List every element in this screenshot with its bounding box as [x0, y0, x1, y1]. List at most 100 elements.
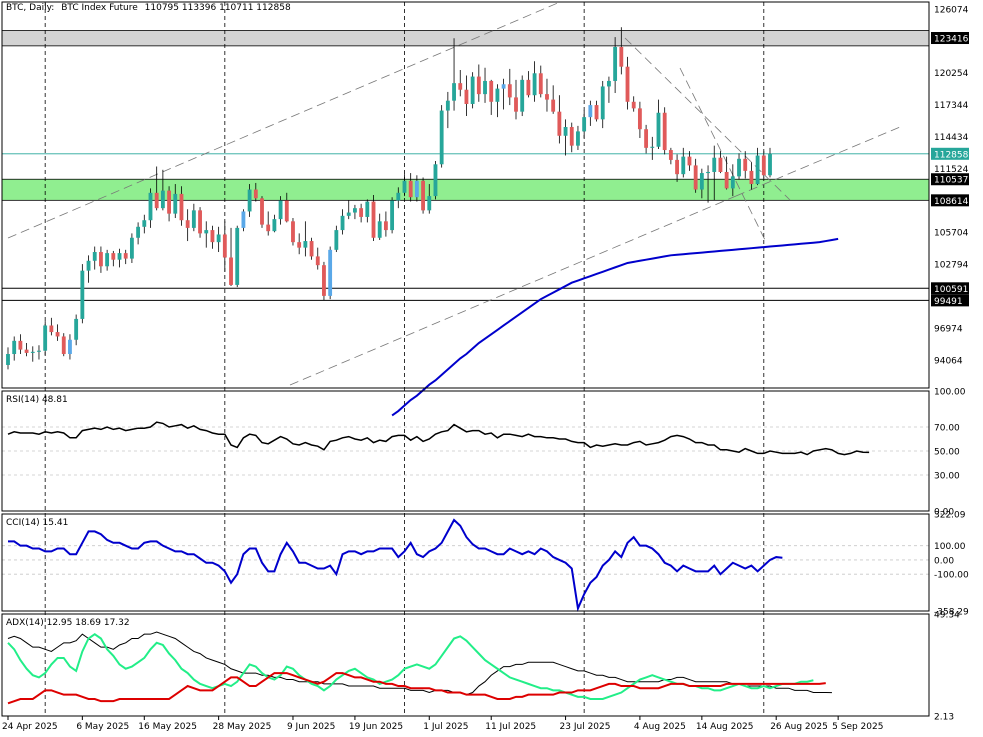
candle	[737, 153, 741, 180]
candle	[730, 164, 735, 197]
candle-body	[253, 189, 258, 199]
candle	[365, 199, 370, 223]
candle	[588, 100, 593, 126]
x-tick-label: 14 Aug 2025	[696, 722, 754, 732]
candle-body	[458, 83, 463, 90]
x-tick-label: 26 Aug 2025	[770, 722, 828, 732]
candle	[563, 119, 568, 156]
candle	[551, 85, 556, 114]
gray-zone	[1, 30, 930, 47]
candle	[402, 174, 407, 197]
candle-body	[241, 211, 246, 228]
price-tick-label: 94064	[934, 356, 963, 366]
candle	[545, 78, 549, 112]
candle	[291, 218, 295, 246]
candle	[557, 95, 562, 144]
candle	[86, 255, 91, 283]
candle	[74, 314, 79, 346]
candle-body	[365, 201, 370, 217]
price-tick-label: 100591	[934, 285, 968, 295]
candle	[489, 79, 494, 115]
candle	[483, 67, 487, 103]
candle	[260, 196, 264, 228]
ma-line	[391, 237, 839, 417]
candle	[216, 226, 221, 253]
price-tick-label: 123416	[934, 35, 969, 45]
instrument-label: BTC Index Future	[61, 3, 138, 13]
candle-body	[668, 150, 673, 160]
rsi-tick-label: 100.00	[934, 388, 966, 398]
candle-body	[260, 198, 264, 225]
candle	[501, 78, 506, 110]
candle	[755, 147, 760, 186]
candle	[136, 222, 141, 245]
candle-body	[538, 73, 543, 95]
candle-body	[576, 131, 580, 146]
candle	[272, 214, 277, 233]
candle-body	[712, 157, 717, 172]
candle-body	[718, 157, 723, 172]
candle-body	[61, 336, 66, 355]
x-tick-label: 1 Jul 2025	[423, 722, 468, 732]
candle-body	[377, 221, 382, 238]
candle	[668, 147, 673, 165]
green-zone	[1, 178, 930, 201]
price-tick-label: 117344	[934, 101, 969, 111]
candle	[278, 196, 283, 225]
price-tick-label: 108614	[934, 197, 969, 207]
candle	[594, 100, 599, 122]
candle	[309, 237, 314, 260]
rsi-tick-label: 70.00	[934, 424, 960, 434]
candle	[105, 249, 110, 271]
cci-tick-label: 0.00	[934, 556, 954, 566]
price-tick-label: 126074	[934, 5, 969, 15]
candle-body	[334, 230, 339, 250]
price-tag	[931, 294, 969, 307]
candle	[154, 166, 159, 211]
candle	[346, 200, 351, 220]
candle	[92, 246, 97, 270]
chart-header: BTC, Daily: BTC Index Future 110795 1133…	[6, 3, 295, 13]
candle-body	[557, 111, 562, 136]
candle-body	[730, 176, 735, 189]
candle-body	[105, 253, 110, 267]
candle	[328, 246, 333, 300]
rsi-label: RSI(14) 48.81	[6, 395, 68, 405]
candle-body	[315, 256, 320, 266]
candle	[600, 80, 605, 129]
candle	[204, 221, 209, 248]
price-tag	[931, 282, 969, 295]
candle	[49, 317, 54, 336]
candle-body	[353, 208, 357, 213]
cci-tick-label: -358.29	[934, 608, 969, 618]
candle	[371, 195, 376, 242]
x-tick-label: 5 Sep 2025	[832, 722, 883, 732]
candle	[111, 250, 116, 267]
candle	[61, 333, 66, 357]
candle-body	[662, 112, 667, 151]
candle	[173, 184, 178, 219]
candle	[315, 247, 320, 270]
candle	[297, 233, 302, 255]
candle-body	[563, 127, 568, 136]
candle-body	[520, 79, 525, 112]
candle-body	[507, 84, 512, 98]
candle	[706, 165, 710, 203]
candle-body	[266, 224, 271, 232]
candle-body	[99, 252, 103, 267]
candle	[452, 38, 456, 111]
pane-frame	[1, 513, 930, 612]
candle	[253, 182, 258, 202]
candle	[631, 96, 636, 112]
rsi-line	[7, 421, 870, 456]
candle	[538, 65, 543, 98]
candle-body	[755, 155, 760, 185]
candle	[619, 27, 624, 75]
candle-body	[582, 117, 587, 132]
candle-body	[43, 325, 48, 351]
candle-body	[390, 200, 395, 231]
candle-body	[142, 220, 147, 227]
x-tick-label: 4 Aug 2025	[634, 722, 686, 732]
candle-body	[445, 100, 450, 111]
